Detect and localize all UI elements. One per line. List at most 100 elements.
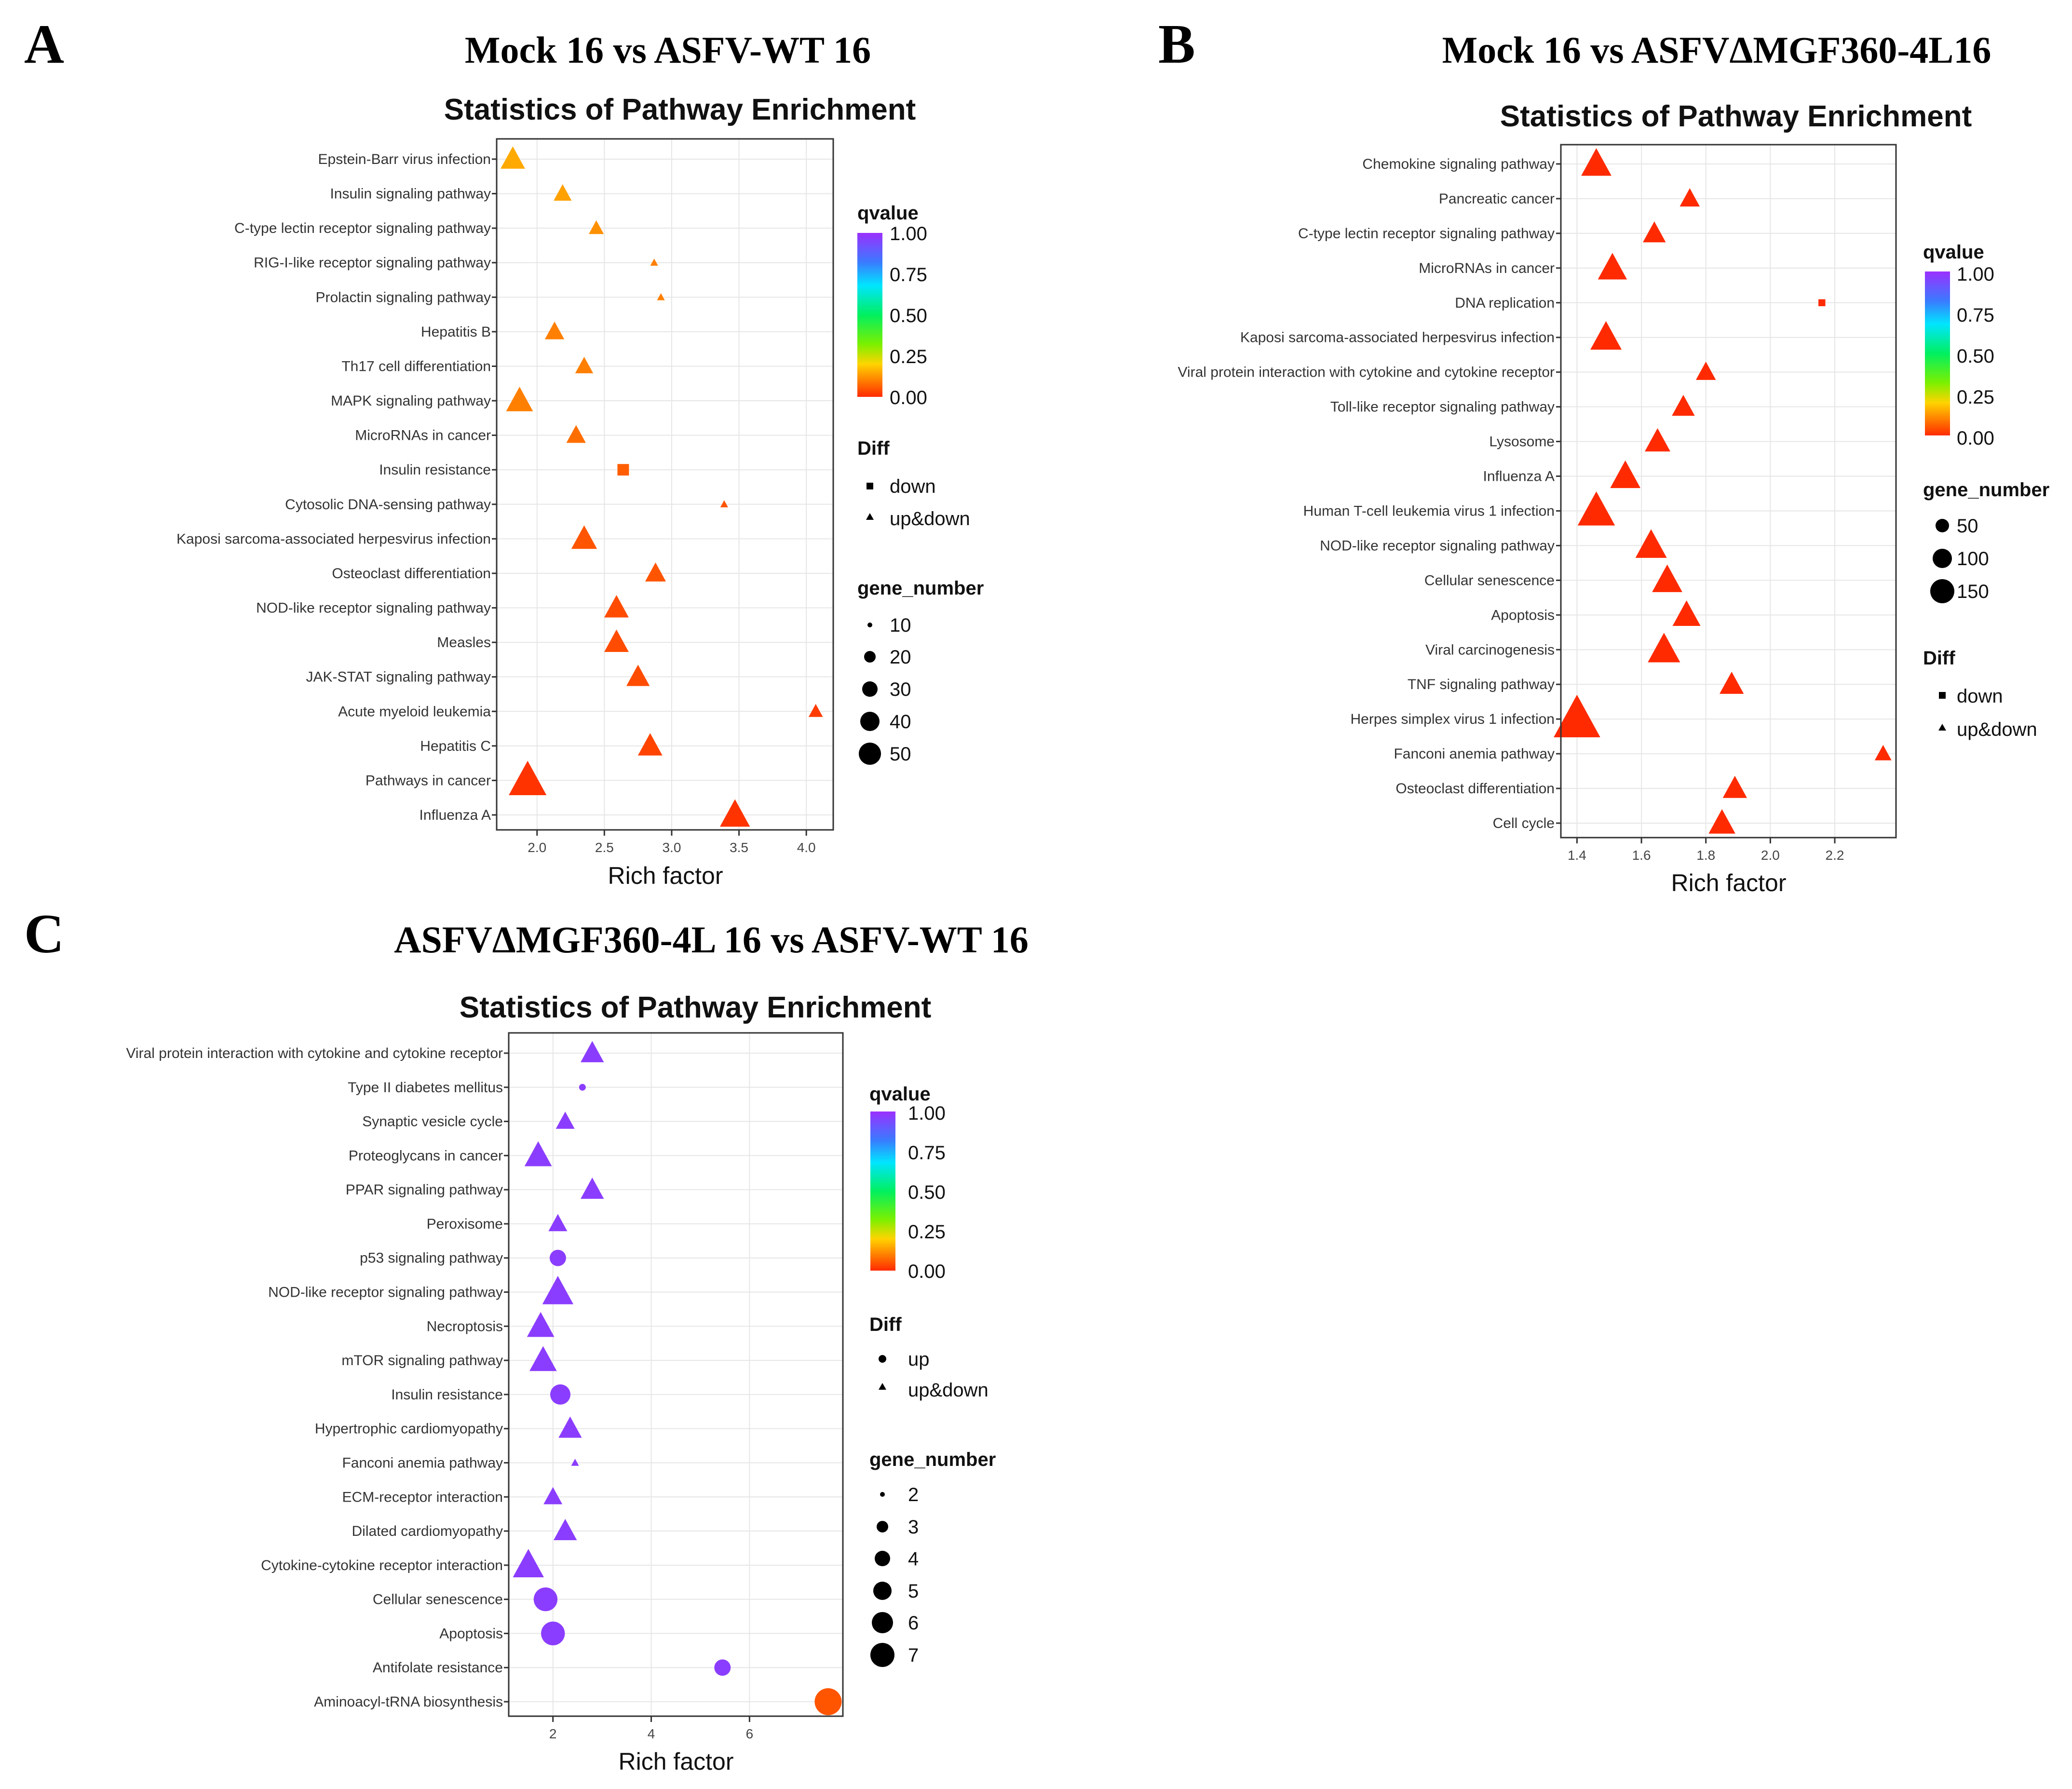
panel-a-diff-legend-title: Diff <box>857 438 890 459</box>
pathway-label: Pancreatic cancer <box>1439 191 1555 207</box>
panel-a-qvalue-tick: 1.00 <box>890 223 927 244</box>
data-point-triangle <box>1644 428 1670 452</box>
data-point-triangle <box>571 525 597 549</box>
plot-border <box>508 1032 844 1717</box>
data-point-triangle <box>720 500 728 508</box>
pathway-label: Type II diabetes mellitus <box>348 1080 503 1096</box>
panel-b-qvalue-tick: 1.00 <box>1957 264 1994 285</box>
pathway-label: Hepatitis C <box>420 738 491 754</box>
panel-c-size-item: 5 <box>908 1581 919 1602</box>
panel-a-qvalue-legend-title: qvalue <box>857 203 919 224</box>
panel-b-plot-frame <box>1560 144 1897 839</box>
data-point-circle <box>714 1659 731 1676</box>
panel-c-size-key-dot <box>870 1643 894 1667</box>
panel-a-qvalue-colorbar <box>857 233 882 397</box>
data-point-triangle <box>581 1041 604 1062</box>
panel-b-title: Mock 16 vs ASFVΔMGF360-4L16 <box>1442 29 1991 71</box>
pathway-label: C-type lectin receptor signaling pathway <box>1298 226 1555 242</box>
pathway-label: Human T-cell leukemia virus 1 infection <box>1303 503 1555 519</box>
data-point-triangle <box>650 258 658 266</box>
data-point-triangle <box>637 733 663 756</box>
data-point-triangle <box>604 629 629 652</box>
pathway-label: Th17 cell differentiation <box>341 358 491 374</box>
panel-b-legend: qvalue 1.00 0.75 0.50 0.25 0.00 gene_num… <box>1923 242 2049 740</box>
data-point-triangle <box>1648 633 1680 663</box>
panel-c-diff-legend-title: Diff <box>869 1314 902 1335</box>
panel-c-size-key-dot <box>877 1521 888 1532</box>
data-point-triangle <box>589 220 604 234</box>
pathway-label: Antifolate resistance <box>373 1660 503 1676</box>
panel-a-legend-triangle-icon <box>866 513 874 520</box>
panel-a-size-item: 30 <box>890 679 911 700</box>
panel-c-size-item: 4 <box>908 1548 919 1570</box>
panel-a-size-item: 20 <box>890 647 911 668</box>
data-point-triangle <box>1577 491 1615 526</box>
panel-b-diff-item: down <box>1957 686 2003 707</box>
data-point-triangle <box>1679 188 1700 207</box>
pathway-label: Lysosome <box>1489 434 1555 450</box>
panel-a-size-legend-title: gene_number <box>857 578 984 599</box>
panel-b-qvalue-colorbar <box>1925 271 1950 435</box>
pathway-label: Chemokine signaling pathway <box>1362 156 1555 172</box>
panel-a-size-item: 40 <box>890 711 911 732</box>
panel-b-plot: Chemokine signaling pathway Pancreatic ca… <box>1178 144 1897 863</box>
data-point-triangle <box>1720 671 1744 694</box>
panel-c-size-item: 2 <box>908 1484 919 1505</box>
data-point-triangle <box>1554 694 1600 737</box>
pathway-label: Osteoclast differentiation <box>1395 781 1555 797</box>
panel-a-title: Mock 16 vs ASFV-WT 16 <box>465 29 871 71</box>
data-point-square <box>617 464 629 476</box>
pathway-label: Cellular senescence <box>373 1592 503 1608</box>
panel-a-qvalue-tick: 0.25 <box>890 346 927 367</box>
data-point-triangle <box>548 1214 568 1232</box>
x-tick-label: 3.0 <box>662 840 681 855</box>
pathway-label: MicroRNAs in cancer <box>355 428 491 444</box>
panel-b-legend-square-icon <box>1939 692 1946 699</box>
data-point-triangle <box>581 1177 604 1199</box>
pathway-label: Viral protein interaction with cytokine … <box>1178 365 1555 380</box>
panel-a-diff-item: down <box>890 476 936 497</box>
pathway-label: Insulin signaling pathway <box>330 186 491 202</box>
pathway-label: p53 signaling pathway <box>360 1250 503 1266</box>
pathway-label: Apoptosis <box>439 1626 503 1641</box>
panel-a-legend: qvalue 1.00 0.75 0.50 0.25 0.00 Diff dow… <box>857 203 984 765</box>
data-point-triangle <box>542 1275 574 1304</box>
pathway-label: Epstein-Barr virus infection <box>318 151 491 167</box>
pathway-label: TNF signaling pathway <box>1408 677 1555 692</box>
panel-c-legend: qvalue 1.00 0.75 0.50 0.25 0.00 Diff up … <box>869 1084 996 1667</box>
panel-a-qvalue-tick: 0.75 <box>890 264 927 285</box>
panel-a-size-key-dot <box>864 651 876 663</box>
pathway-label: Aminoacyl-tRNA biosynthesis <box>314 1694 503 1710</box>
data-point-triangle <box>1590 321 1622 350</box>
data-point-triangle <box>719 799 750 827</box>
data-point-circle <box>814 1688 842 1715</box>
panel-c-title: ASFVΔMGF360-4L 16 vs ASFV-WT 16 <box>394 919 1029 961</box>
data-point-triangle <box>566 425 586 443</box>
data-point-triangle <box>544 321 565 339</box>
x-tick-label: 2.0 <box>528 840 546 855</box>
data-point-triangle <box>808 704 823 717</box>
panel-b-diff-item: up&down <box>1957 719 2037 740</box>
pathway-label: NOD-like receptor signaling pathway <box>268 1285 503 1301</box>
data-point-square <box>1818 299 1826 306</box>
pathway-label: C-type lectin receptor signaling pathway <box>234 220 491 236</box>
data-point-triangle <box>657 293 665 300</box>
panel-a-xlabel: Rich factor <box>608 862 723 889</box>
data-point-triangle <box>509 760 547 796</box>
data-point-triangle <box>1722 775 1747 798</box>
panel-c-diff-item: up&down <box>908 1380 989 1401</box>
panel-a-size-key-dot <box>860 712 880 731</box>
pathway-label: Herpes simplex virus 1 infection <box>1350 711 1555 727</box>
data-point-triangle <box>575 356 594 374</box>
panel-c-size-key-dot <box>875 1551 890 1566</box>
pathway-label: Hypertrophic cardiomyopathy <box>315 1421 503 1437</box>
x-tick-label: 1.8 <box>1696 848 1715 863</box>
panel-c-plot: Viral protein interaction with cytokine … <box>126 1032 844 1741</box>
pathway-label: Hepatitis B <box>421 324 491 340</box>
data-point-triangle <box>626 664 650 686</box>
pathway-label: Osteoclast differentiation <box>332 566 491 582</box>
data-point-triangle <box>1635 529 1667 558</box>
data-point-triangle <box>1643 221 1666 243</box>
data-point-circle <box>579 1084 586 1091</box>
pathway-label: Pathways in cancer <box>366 773 491 788</box>
